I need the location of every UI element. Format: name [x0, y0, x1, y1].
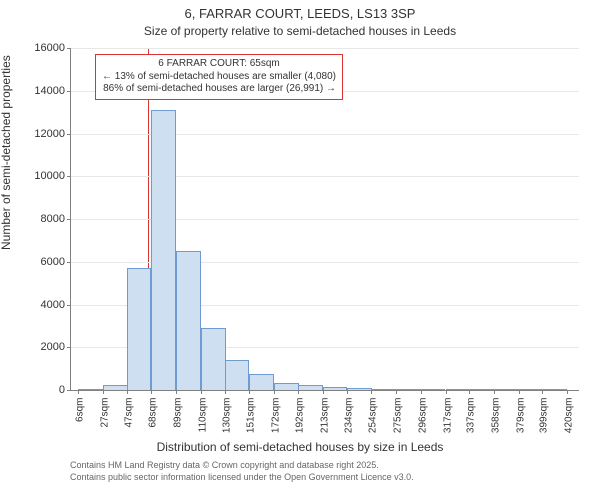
y-axis-label: Number of semi-detached properties	[0, 55, 13, 250]
histogram-bar	[127, 268, 152, 390]
ytick-label: 4000	[41, 299, 71, 311]
ytick-label: 16000	[34, 42, 71, 54]
xtick-label: 399sqm	[535, 398, 550, 434]
xtick-mark	[323, 390, 324, 394]
xtick-label: 172sqm	[267, 398, 282, 434]
xtick-mark	[446, 390, 447, 394]
gridline	[71, 48, 579, 49]
xtick-label: 6sqm	[71, 398, 86, 422]
histogram-bar	[249, 374, 274, 390]
annotation-line-1: 6 FARRAR COURT: 65sqm	[102, 58, 336, 71]
gridline	[71, 262, 579, 263]
chart-container: 6, FARRAR COURT, LEEDS, LS13 3SP Size of…	[0, 0, 600, 500]
xtick-mark	[347, 390, 348, 394]
xtick-mark	[78, 390, 79, 394]
histogram-bar	[469, 389, 494, 390]
xtick-mark	[542, 390, 543, 394]
chart-subtitle: Size of property relative to semi-detach…	[0, 24, 600, 38]
xtick-label: 420sqm	[560, 398, 575, 434]
xtick-label: 254sqm	[364, 398, 379, 434]
ytick-label: 0	[59, 384, 71, 396]
xtick-label: 110sqm	[193, 398, 208, 433]
gridline	[71, 176, 579, 177]
xtick-label: 130sqm	[217, 398, 232, 434]
footnote-2: Contains public sector information licen…	[70, 472, 414, 482]
xtick-mark	[396, 390, 397, 394]
histogram-bar	[371, 389, 396, 390]
xtick-mark	[469, 390, 470, 394]
histogram-bar	[225, 360, 250, 390]
xtick-mark	[103, 390, 104, 394]
plot-area: 0200040006000800010000120001400016000 6 …	[70, 48, 579, 391]
histogram-bar	[78, 389, 103, 390]
ytick-label: 6000	[41, 256, 71, 268]
xtick-mark	[274, 390, 275, 394]
gridline	[71, 219, 579, 220]
annotation-box: 6 FARRAR COURT: 65sqm ← 13% of semi-deta…	[95, 54, 343, 100]
x-axis-label: Distribution of semi-detached houses by …	[0, 440, 600, 454]
chart-title: 6, FARRAR COURT, LEEDS, LS13 3SP	[0, 6, 600, 21]
xtick-mark	[298, 390, 299, 394]
histogram-bar	[298, 385, 323, 390]
xtick-label: 68sqm	[144, 398, 159, 428]
footnote-1: Contains HM Land Registry data © Crown c…	[70, 460, 379, 470]
gridline	[71, 134, 579, 135]
histogram-bar	[519, 389, 544, 390]
xtick-label: 213sqm	[315, 398, 330, 434]
histogram-bar	[494, 389, 519, 390]
xtick-mark	[176, 390, 177, 394]
annotation-line-3: 86% of semi-detached houses are larger (…	[102, 83, 336, 96]
xtick-label: 192sqm	[290, 398, 305, 434]
histogram-bar	[347, 388, 372, 390]
xtick-label: 47sqm	[119, 398, 134, 428]
xtick-label: 296sqm	[413, 398, 428, 434]
histogram-bar	[176, 251, 201, 390]
xtick-mark	[567, 390, 568, 394]
xtick-label: 89sqm	[169, 398, 184, 428]
histogram-bar	[274, 383, 299, 390]
xtick-mark	[127, 390, 128, 394]
xtick-mark	[421, 390, 422, 394]
ytick-label: 12000	[34, 128, 71, 140]
xtick-label: 337sqm	[462, 398, 477, 434]
xtick-label: 275sqm	[388, 398, 403, 434]
xtick-label: 358sqm	[486, 398, 501, 434]
ytick-label: 8000	[41, 213, 71, 225]
ytick-label: 14000	[34, 85, 71, 97]
xtick-label: 234sqm	[340, 398, 355, 434]
xtick-label: 379sqm	[511, 398, 526, 434]
histogram-bar	[446, 389, 471, 390]
ytick-label: 2000	[41, 341, 71, 353]
histogram-bar	[201, 328, 226, 390]
xtick-label: 27sqm	[95, 398, 110, 428]
xtick-mark	[151, 390, 152, 394]
histogram-bar	[103, 385, 128, 390]
xtick-mark	[225, 390, 226, 394]
xtick-mark	[519, 390, 520, 394]
xtick-mark	[494, 390, 495, 394]
histogram-bar	[421, 389, 446, 390]
histogram-bar	[542, 389, 567, 390]
xtick-mark	[201, 390, 202, 394]
xtick-mark	[249, 390, 250, 394]
annotation-line-2: ← 13% of semi-detached houses are smalle…	[102, 71, 336, 84]
histogram-bar	[396, 389, 421, 390]
histogram-bar	[151, 110, 176, 390]
xtick-label: 151sqm	[242, 398, 257, 434]
ytick-label: 10000	[34, 170, 71, 182]
xtick-mark	[371, 390, 372, 394]
histogram-bar	[323, 387, 348, 390]
xtick-label: 317sqm	[438, 398, 453, 434]
